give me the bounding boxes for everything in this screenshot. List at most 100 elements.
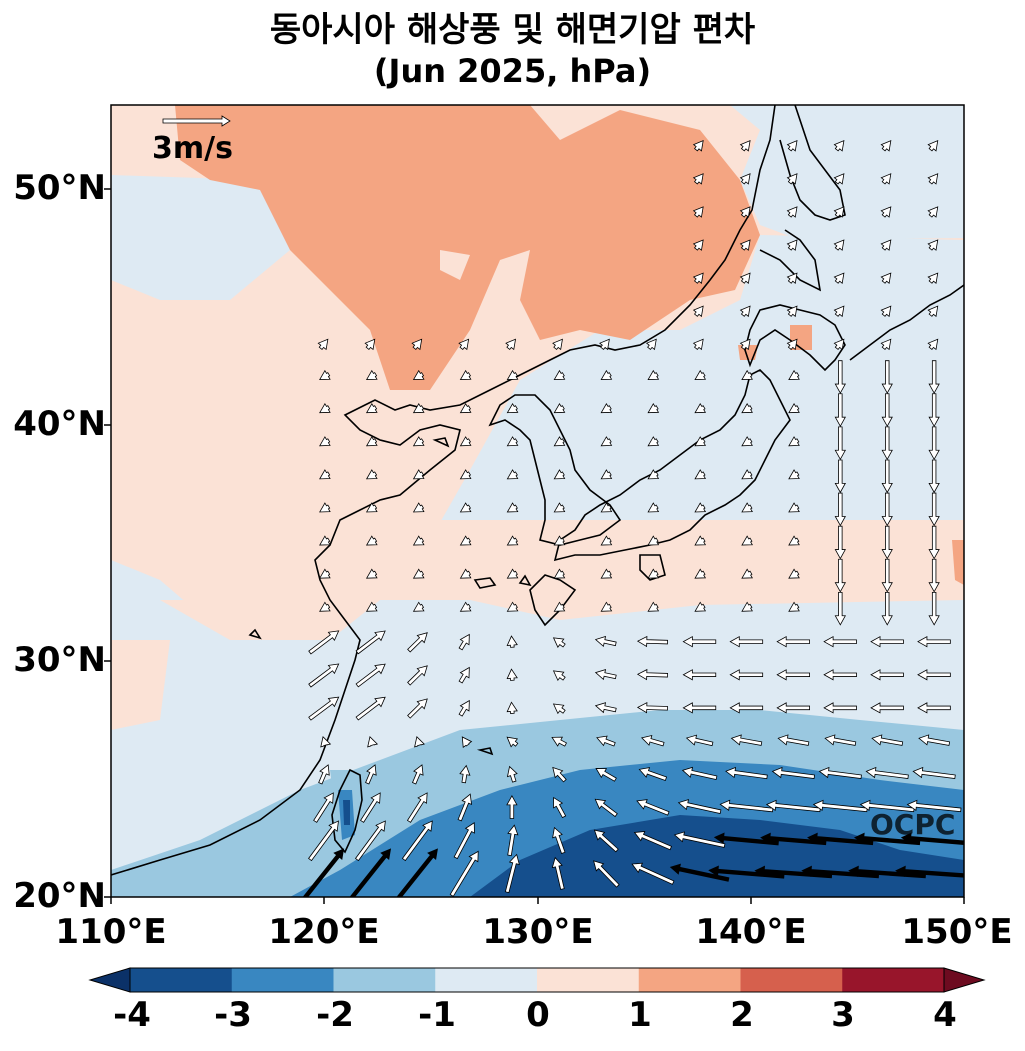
wind-vector xyxy=(927,338,939,351)
wind-vector xyxy=(553,469,566,480)
wind-vector xyxy=(593,829,619,853)
wind-vector xyxy=(823,702,857,714)
wind-vector xyxy=(729,669,764,681)
wind-vector xyxy=(645,338,657,351)
wind-vector xyxy=(308,820,339,862)
wind-vector xyxy=(318,764,330,785)
wind-vector xyxy=(600,469,613,480)
wind-vector xyxy=(833,206,845,218)
pressure-anomaly-field xyxy=(111,105,964,897)
wind-vector xyxy=(459,469,472,480)
wind-vector xyxy=(880,338,892,351)
reference-vector xyxy=(162,115,231,127)
wind-vector xyxy=(694,568,707,579)
wind-vector xyxy=(647,601,660,612)
wind-vector xyxy=(928,426,940,461)
wind-vector xyxy=(917,702,951,714)
wind-vector xyxy=(636,668,669,681)
wind-vector xyxy=(319,402,331,414)
wind-vector xyxy=(881,360,893,394)
wind-vector xyxy=(407,698,428,719)
wind-vector xyxy=(458,699,470,717)
colorbar-cell xyxy=(333,968,436,992)
wind-vector xyxy=(741,568,753,579)
wind-vector xyxy=(317,338,329,351)
wind-vector xyxy=(365,369,378,381)
wind-vector xyxy=(788,568,800,579)
wind-vector xyxy=(730,734,763,746)
wind-vector xyxy=(647,535,660,546)
wind-vector xyxy=(599,338,610,351)
wind-vector xyxy=(506,668,518,681)
colorbar-cell xyxy=(130,968,233,992)
wind-vector xyxy=(788,469,800,480)
x-tick-120e: 120°E xyxy=(268,912,380,952)
wind-vector xyxy=(788,436,800,447)
wind-vector xyxy=(741,436,753,447)
wind-vector xyxy=(739,173,751,185)
strong-wind-vector xyxy=(713,832,779,846)
wind-vector xyxy=(552,670,566,682)
wind-vector xyxy=(553,402,566,414)
wind-vector xyxy=(771,766,815,779)
wind-vector xyxy=(365,502,378,513)
wind-vector xyxy=(507,824,519,857)
colorbar-cell xyxy=(638,968,741,992)
wind-vector xyxy=(928,591,940,626)
wind-vector xyxy=(505,338,517,351)
wind-vector xyxy=(401,820,433,862)
wind-vector xyxy=(739,272,751,284)
x-tick-140e: 140°E xyxy=(695,912,807,952)
wind-vector xyxy=(881,558,893,593)
wind-vector xyxy=(552,826,566,855)
wind-vector xyxy=(776,702,810,714)
wind-vector xyxy=(927,140,939,152)
wind-vector xyxy=(928,393,940,428)
wind-vector xyxy=(552,637,566,648)
wind-vector xyxy=(553,535,566,546)
y-tick-50n: 50°N xyxy=(13,168,106,208)
wind-vector xyxy=(741,601,753,612)
wind-vector xyxy=(812,799,868,813)
wind-vector xyxy=(600,568,613,579)
wind-vector xyxy=(833,239,845,251)
wind-vector xyxy=(824,734,857,746)
colorbar-cell xyxy=(231,968,334,992)
colorbar-tick: -2 xyxy=(316,995,354,1035)
wind-vector xyxy=(677,799,722,814)
wind-vector xyxy=(833,173,845,185)
wind-vector xyxy=(871,734,904,746)
wind-vector xyxy=(880,140,892,152)
wind-vector xyxy=(553,502,566,513)
wind-vector xyxy=(681,766,718,781)
wind-vector xyxy=(459,436,472,447)
wind-vector xyxy=(880,272,892,284)
wind-vector xyxy=(412,369,425,381)
wind-vector xyxy=(636,635,669,648)
wind-vector xyxy=(355,630,386,655)
wind-vector xyxy=(594,669,617,681)
wind-vector xyxy=(319,502,331,513)
wind-vector xyxy=(694,436,707,447)
strong-wind-vector xyxy=(807,832,874,846)
colorbar-under-arrow xyxy=(88,967,131,993)
y-tick-40n: 40°N xyxy=(13,404,106,444)
chart-title: 동아시아 해상풍 및 해면기압 편차 xyxy=(269,10,756,50)
coastlines xyxy=(111,105,964,876)
wind-vector xyxy=(833,338,845,351)
wind-vector xyxy=(414,736,425,748)
colorbar-cell xyxy=(740,968,843,992)
wind-vector xyxy=(319,436,331,447)
wind-vector xyxy=(600,502,613,513)
y-tick-30n: 30°N xyxy=(13,640,106,680)
wind-vector xyxy=(833,305,845,318)
wind-vector xyxy=(365,436,378,447)
wind-vector xyxy=(506,701,518,715)
colorbar-tick: -4 xyxy=(113,995,151,1035)
wind-vector xyxy=(553,369,566,381)
wind-vector xyxy=(365,402,378,414)
wind-vector xyxy=(786,272,798,284)
wind-vector xyxy=(638,767,668,781)
wind-vector xyxy=(928,492,940,527)
wind-vector xyxy=(412,568,425,579)
